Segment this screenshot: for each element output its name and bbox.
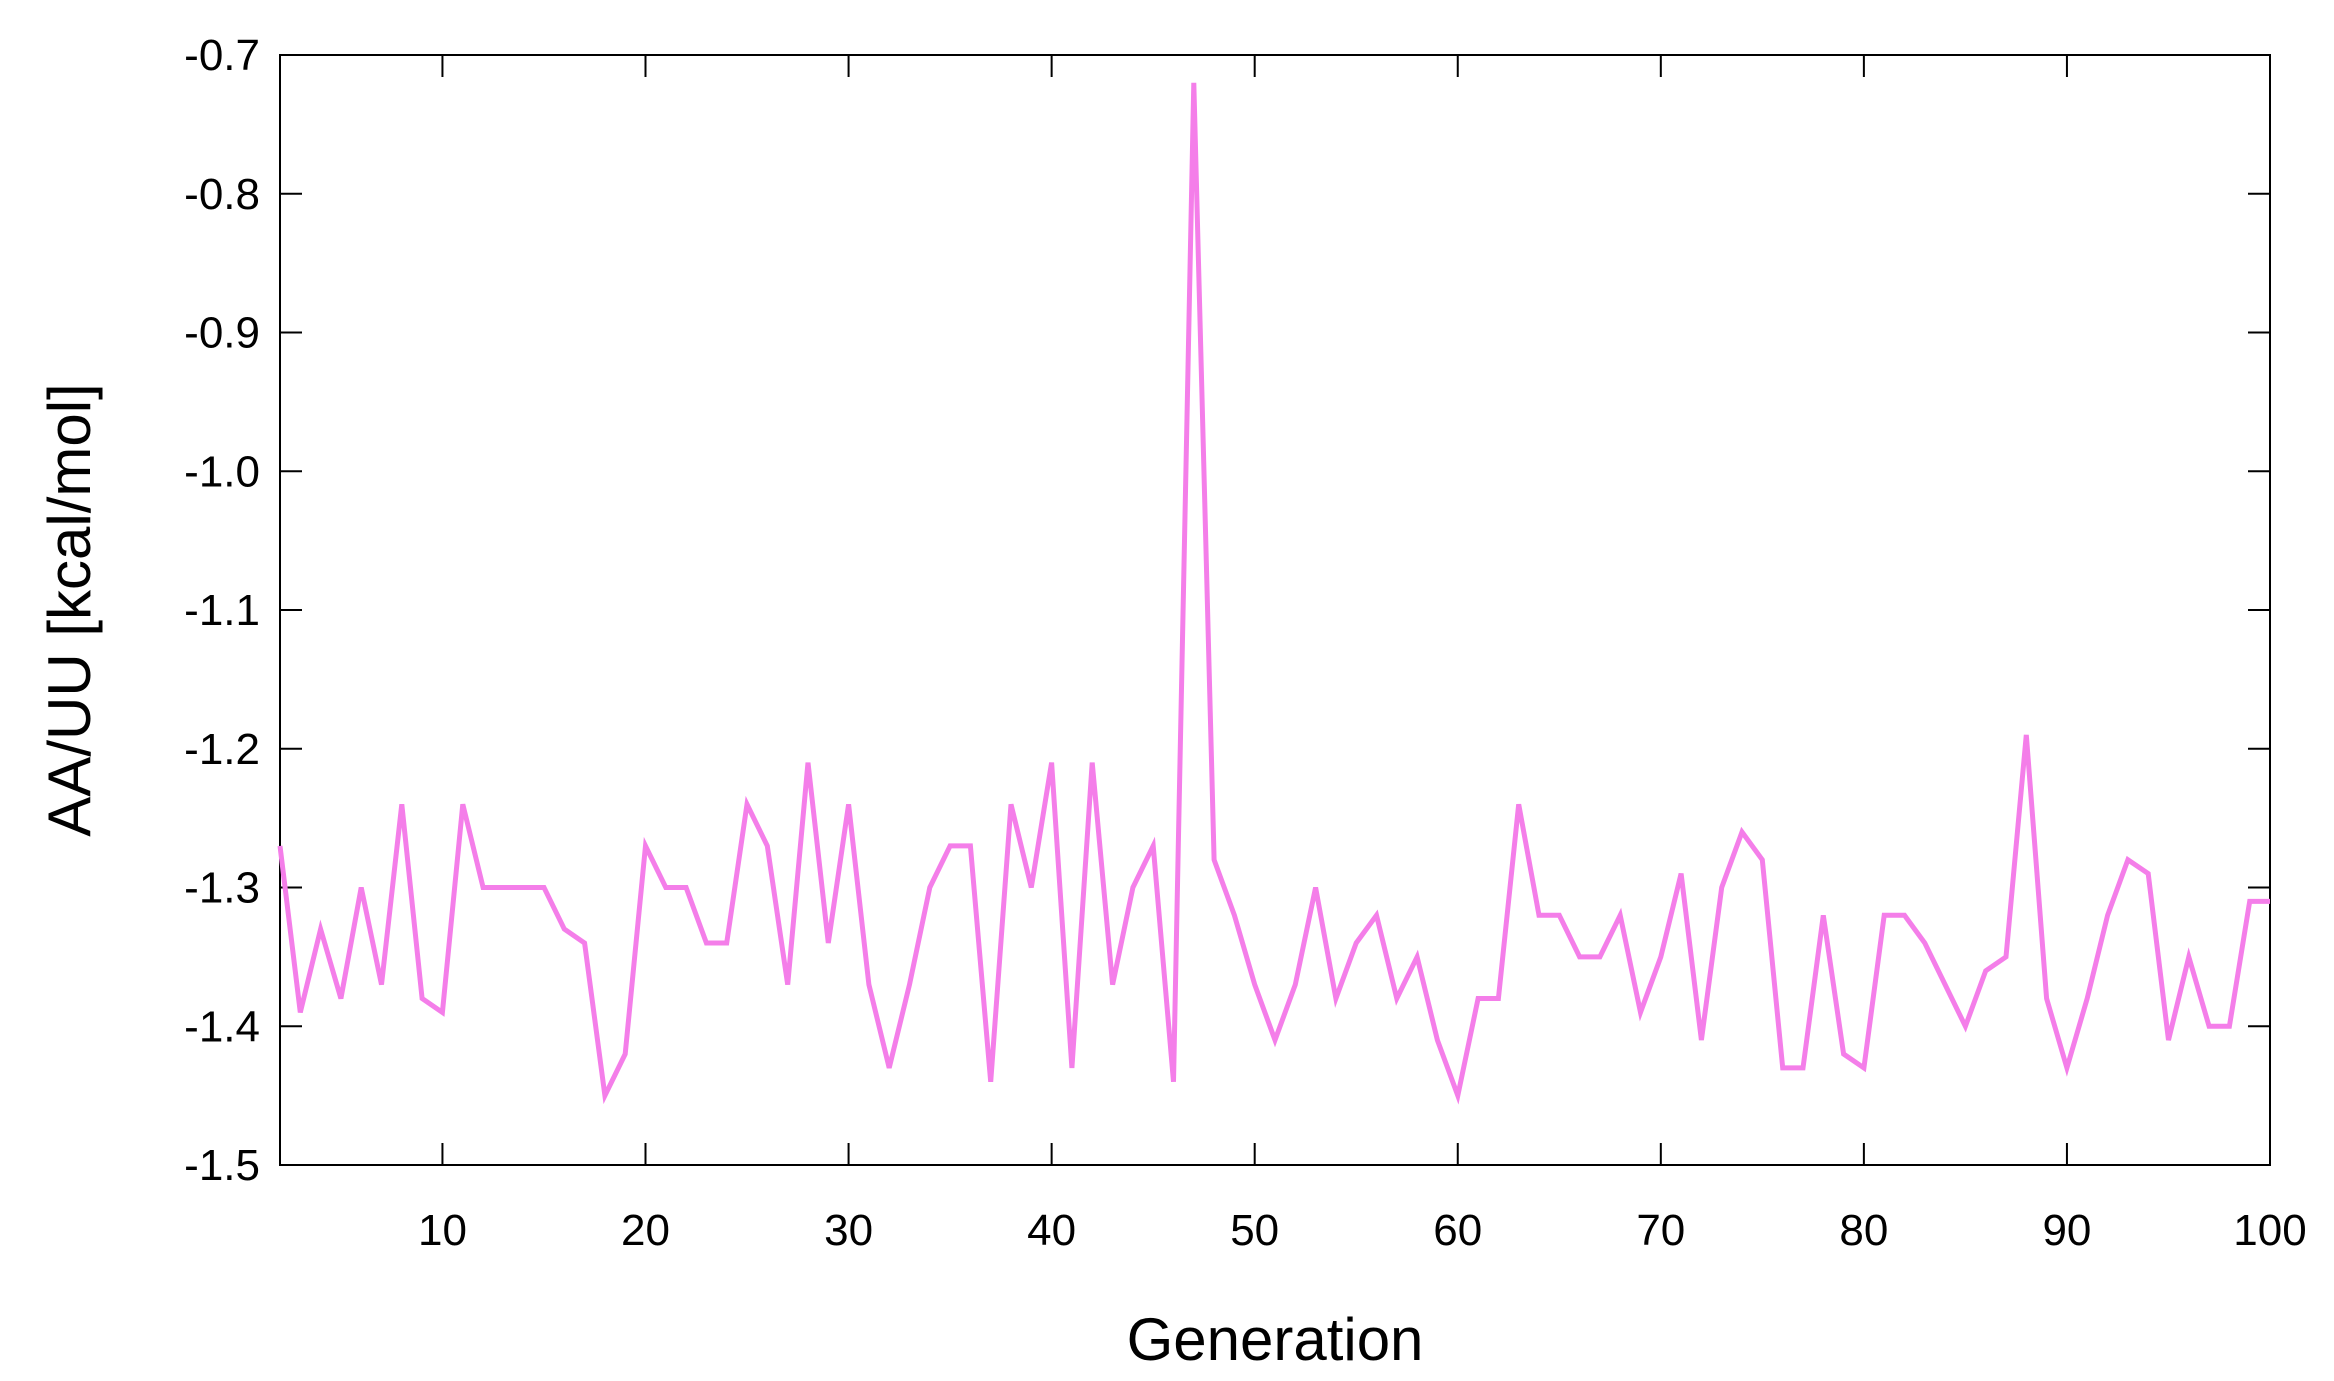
y-tick-label: -1.1 [184,586,260,635]
y-tick-label: -1.5 [184,1141,260,1190]
y-tick-label: -1.4 [184,1002,260,1051]
y-tick-label: -1.3 [184,864,260,913]
x-tick-label: 60 [1433,1206,1482,1255]
series-layer [277,82,2270,1105]
x-tick-label: 40 [1027,1206,1076,1255]
x-tick-label: 90 [2042,1206,2091,1255]
x-tick-label: 70 [1636,1206,1685,1255]
y-tick-label: -0.8 [184,170,260,219]
x-tick-label: 80 [1839,1206,1888,1255]
plot-frame [279,54,2271,1166]
x-tick-label: 10 [418,1206,467,1255]
x-tick-label: 20 [621,1206,670,1255]
x-axis-label: Generation [1127,1306,1424,1373]
x-tick-label: 30 [824,1206,873,1255]
y-tick-label: -0.7 [184,31,260,80]
y-tick-label: -0.9 [184,309,260,358]
x-tick-label: 50 [1230,1206,1279,1255]
y-axis-ticks: -1.5 -1.4 -1.3 -1.2 -1.1 -1.0 -0.9 -0.8 -0.7 [184,31,2270,1190]
y-tick-label: -1.2 [184,725,260,774]
x-tick-label: 100 [2233,1206,2306,1255]
series-line [277,82,2270,1105]
y-axis-label: AA/UU [kcal/mol] [36,383,103,836]
y-tick-label: -1.0 [184,447,260,496]
x-axis-ticks: 10 20 30 40 50 60 70 80 90 100 [418,55,2307,1255]
